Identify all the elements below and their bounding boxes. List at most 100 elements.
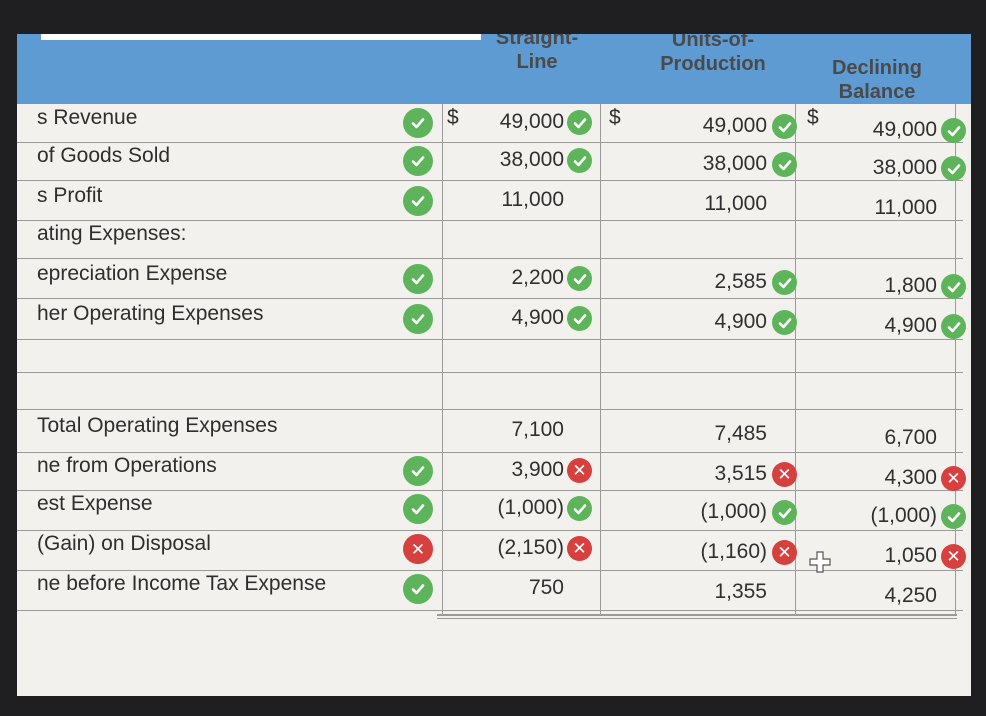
table-header-band (17, 34, 971, 104)
row-divider (17, 258, 963, 259)
straight-line-cross-icon: ✕ (567, 536, 592, 561)
column-divider (600, 104, 601, 616)
units-of-production-value: 2,585 (714, 270, 767, 293)
straight-line-check-icon (567, 496, 592, 521)
column-divider (955, 104, 956, 616)
units-of-production-check-icon (772, 500, 797, 525)
row-check-icon (403, 108, 433, 138)
units-of-production-value: 7,485 (714, 422, 767, 445)
straight-line-value: 7,100 (511, 418, 564, 441)
straight-line-value: 49,000 (499, 110, 564, 133)
column-header-declining-balance-text: Declining Balance (831, 57, 922, 103)
row-label: ne before Income Tax Expense (37, 572, 327, 595)
row-divider (17, 180, 963, 181)
row-divider (17, 372, 963, 373)
units-of-production-value: 4,900 (714, 310, 767, 333)
declining-balance-check-icon (941, 156, 966, 181)
row-label: Total Operating Expenses (37, 414, 278, 437)
row-divider (17, 339, 963, 340)
row-label: s Revenue (37, 106, 138, 129)
row-label: of Goods Sold (37, 144, 171, 167)
header-left-white-strip (41, 34, 481, 40)
straight-line-check-icon (567, 306, 592, 331)
declining-balance-value: 1,050 (884, 544, 937, 567)
row-check-icon (403, 494, 433, 524)
row-check-icon (403, 456, 433, 486)
row-check-icon (403, 304, 433, 334)
dollar-sign: $ (609, 106, 621, 129)
row-divider (17, 570, 963, 571)
straight-line-value: 11,000 (501, 188, 564, 211)
declining-balance-cross-icon: ✕ (941, 466, 966, 491)
row-divider (17, 298, 963, 299)
straight-line-value: (1,000) (497, 496, 564, 519)
declining-balance-value: 4,250 (884, 584, 937, 607)
units-of-production-value: 3,515 (714, 462, 767, 485)
units-of-production-value: 1,355 (714, 580, 767, 603)
units-of-production-check-icon (772, 152, 797, 177)
column-divider (442, 104, 443, 616)
straight-line-value: 38,000 (499, 148, 564, 171)
income-statement-sheet: Straight- Line Units-of- Production Decl… (17, 34, 971, 696)
column-header-declining-balance: Declining Balance (807, 56, 947, 104)
column-header-straight-line: Straight- Line (457, 34, 617, 74)
dollar-sign: $ (447, 106, 459, 129)
row-divider (17, 409, 963, 410)
row-divider (17, 452, 963, 453)
column-header-units-of-production: Units-of- Production (613, 34, 813, 76)
units-of-production-cross-icon: ✕ (772, 540, 797, 565)
declining-balance-value: 4,300 (884, 466, 937, 489)
declining-balance-value: 1,800 (884, 274, 937, 297)
row-check-icon (403, 264, 433, 294)
crosshair-cursor-icon (809, 551, 831, 573)
straight-line-value: (2,150) (497, 536, 564, 559)
straight-line-value: 2,200 (511, 266, 564, 289)
declining-balance-value: 49,000 (872, 118, 937, 141)
column-divider (795, 104, 796, 616)
dollar-sign: $ (807, 106, 819, 129)
row-check-icon (403, 186, 433, 216)
row-check-icon (403, 574, 433, 604)
units-of-production-value: (1,000) (700, 500, 767, 523)
straight-line-check-icon (567, 110, 592, 135)
straight-line-cross-icon: ✕ (567, 458, 592, 483)
declining-balance-value: 38,000 (872, 156, 937, 179)
declining-balance-value: 11,000 (874, 196, 937, 219)
row-label: est Expense (37, 492, 153, 515)
row-label: ne from Operations (37, 454, 217, 477)
units-of-production-check-icon (772, 270, 797, 295)
units-of-production-value: 38,000 (702, 152, 767, 175)
units-of-production-check-icon (772, 114, 797, 139)
declining-balance-check-icon (941, 504, 966, 529)
row-check-icon (403, 146, 433, 176)
row-label: her Operating Expenses (37, 302, 264, 325)
declining-balance-value: 6,700 (884, 426, 937, 449)
straight-line-value: 750 (528, 576, 564, 599)
row-divider (17, 142, 963, 143)
declining-balance-check-icon (941, 118, 966, 143)
row-divider (17, 610, 963, 611)
column-header-units-of-production-text: Units-of- Production (660, 34, 766, 75)
straight-line-value: 4,900 (511, 306, 564, 329)
units-of-production-value: 49,000 (702, 114, 767, 137)
total-double-underline (437, 618, 957, 619)
straight-line-check-icon (567, 266, 592, 291)
row-label: epreciation Expense (37, 262, 228, 285)
row-divider (17, 490, 963, 491)
straight-line-check-icon (567, 148, 592, 173)
row-label: s Profit (37, 184, 103, 207)
total-double-underline (437, 614, 957, 616)
units-of-production-value: 11,000 (704, 192, 767, 215)
declining-balance-check-icon (941, 274, 966, 299)
declining-balance-value: 4,900 (884, 314, 937, 337)
row-divider (17, 530, 963, 531)
units-of-production-check-icon (772, 310, 797, 335)
units-of-production-value: (1,160) (700, 540, 767, 563)
straight-line-value: 3,900 (511, 458, 564, 481)
row-divider (17, 220, 963, 221)
row-cross-icon: ✕ (403, 534, 433, 564)
row-label: (Gain) on Disposal (37, 532, 211, 555)
declining-balance-check-icon (941, 314, 966, 339)
declining-balance-value: (1,000) (870, 504, 937, 527)
units-of-production-cross-icon: ✕ (772, 462, 797, 487)
